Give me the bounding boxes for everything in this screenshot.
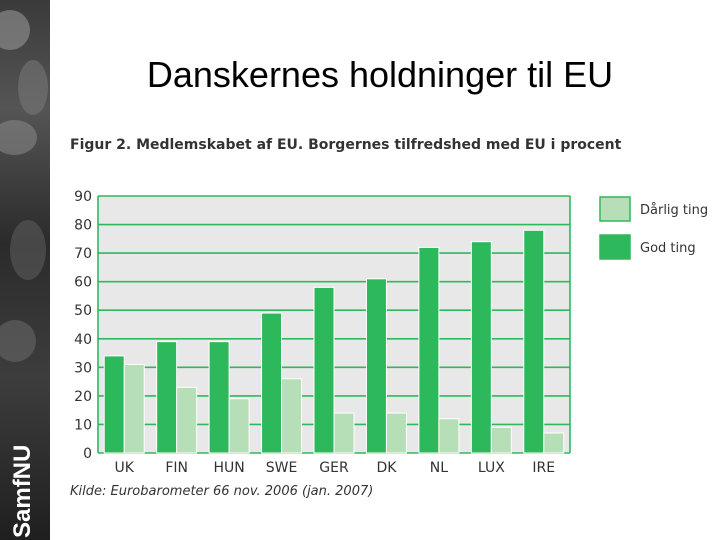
- y-tick-label: 30: [74, 360, 92, 376]
- bar-god-ting: [208, 341, 230, 454]
- y-tick-label: 40: [74, 332, 92, 348]
- y-tick-label: 0: [83, 446, 92, 462]
- y-tick-label: 10: [74, 417, 92, 433]
- y-tick-label: 70: [74, 246, 92, 262]
- x-tick-label: HUN: [213, 460, 244, 476]
- legend-label: God ting: [640, 241, 696, 256]
- y-tick-label: 90: [74, 189, 92, 205]
- bar-darlig-ting: [385, 412, 407, 454]
- y-tick-label: 80: [74, 218, 92, 234]
- x-tick-label: NL: [430, 460, 448, 476]
- bar-darlig-ting: [438, 418, 460, 454]
- legend-swatch: [599, 234, 631, 260]
- bar-god-ting: [523, 229, 545, 454]
- x-tick-label: GER: [319, 460, 349, 476]
- chart-title: Figur 2. Medlemskabet af EU. Borgernes t…: [70, 137, 622, 153]
- bar-darlig-ting: [543, 432, 565, 454]
- bar-darlig-ting: [228, 398, 250, 454]
- bar-god-ting: [418, 246, 440, 454]
- x-tick-label: IRE: [532, 460, 555, 476]
- svg-text:SamfNU: SamfNU: [9, 445, 36, 538]
- legend-swatch: [599, 196, 631, 222]
- y-tick-label: 20: [74, 389, 92, 405]
- side-decoration-strip: SamfNU: [0, 0, 50, 540]
- slide-title: Danskernes holdninger til EU: [146, 54, 614, 95]
- bar-god-ting: [103, 355, 125, 454]
- x-tick-label: SWE: [266, 460, 298, 476]
- bar-god-ting: [261, 312, 283, 454]
- samfnu-logo: SamfNU: [9, 445, 36, 538]
- bar-god-ting: [313, 286, 335, 454]
- x-tick-label: DK: [376, 460, 397, 476]
- bar-god-ting: [156, 341, 178, 454]
- x-tick-label: LUX: [478, 460, 505, 476]
- bar-darlig-ting: [333, 412, 355, 454]
- bar-darlig-ting: [281, 378, 303, 454]
- bar-god-ting: [470, 241, 492, 454]
- chart-source: Kilde: Eurobarometer 66 nov. 2006 (jan. …: [70, 484, 373, 499]
- y-tick-label: 60: [74, 275, 92, 291]
- x-tick-label: FIN: [165, 460, 188, 476]
- bar-god-ting: [365, 278, 387, 454]
- bar-chart: Figur 2. Medlemskabet af EU. Borgernes t…: [60, 125, 720, 510]
- bar-darlig-ting: [176, 386, 198, 454]
- legend-label: Dårlig ting: [640, 203, 708, 218]
- x-tick-label: UK: [115, 460, 135, 476]
- y-tick-label: 50: [74, 303, 92, 319]
- bar-darlig-ting: [490, 426, 512, 454]
- bar-darlig-ting: [123, 363, 145, 454]
